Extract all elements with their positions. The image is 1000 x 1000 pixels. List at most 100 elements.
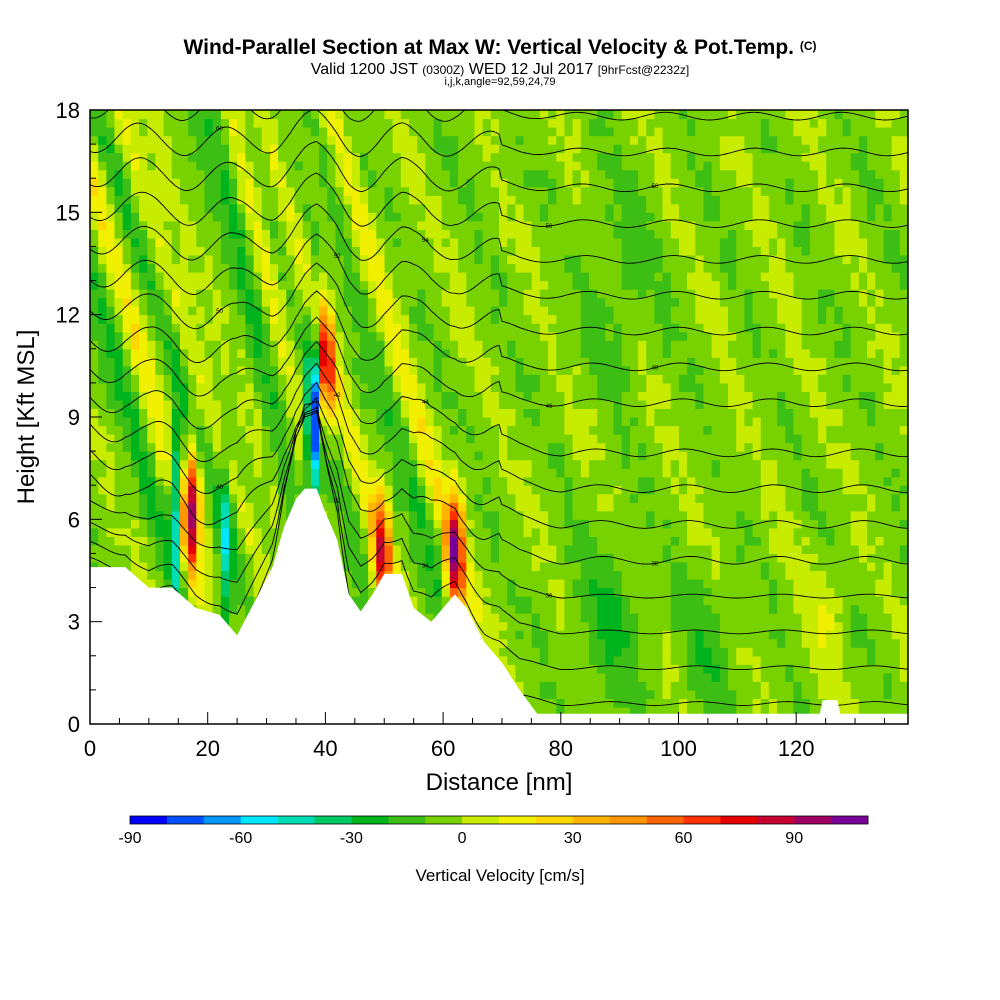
field-cell [629, 135, 639, 145]
field-cell [114, 493, 124, 503]
field-cell [147, 570, 157, 580]
field-cell [441, 340, 451, 350]
field-cell [531, 169, 541, 179]
field-cell [122, 110, 132, 120]
field-cell [605, 340, 615, 350]
field-cell [335, 442, 345, 452]
field-cell [507, 229, 516, 239]
field-cell [180, 485, 189, 495]
field-cell [359, 519, 369, 529]
field-cell [490, 527, 500, 537]
field-cell [90, 553, 99, 563]
field-cell [392, 118, 402, 128]
field-cell [90, 459, 99, 469]
field-cell [343, 297, 353, 307]
field-cell [368, 579, 377, 589]
field-cell [449, 220, 459, 230]
field-cell [204, 468, 214, 478]
field-cell [499, 604, 508, 614]
field-cell [261, 237, 271, 247]
field-cell [605, 246, 615, 256]
field-cell [466, 272, 476, 282]
field-cell [196, 272, 206, 282]
field-cell [261, 110, 271, 120]
field-cell [548, 331, 557, 341]
field-cell [180, 587, 189, 597]
field-cell [605, 314, 615, 324]
field-cell [499, 314, 508, 324]
field-cell [310, 203, 320, 213]
field-cell [237, 476, 246, 486]
field-cell [507, 161, 516, 171]
field-cell [531, 289, 541, 299]
field-cell [621, 672, 631, 682]
field-cell [171, 502, 181, 512]
field-cell [212, 570, 222, 580]
field-cell [507, 579, 516, 589]
field-cell [212, 408, 222, 418]
field-cell [605, 237, 615, 247]
field-cell [646, 527, 655, 537]
field-cell [245, 468, 255, 478]
field-cell [499, 263, 508, 273]
field-cell [139, 135, 148, 145]
field-cell [98, 536, 107, 546]
field-cell [319, 280, 328, 290]
field-cell [507, 246, 516, 256]
field-cell [130, 468, 140, 478]
field-cell [458, 365, 467, 375]
field-cell [253, 323, 263, 333]
field-cell [564, 587, 574, 597]
field-cell [449, 144, 459, 154]
field-cell [629, 698, 639, 708]
field-cell [220, 186, 230, 196]
field-cell [212, 127, 222, 137]
field-cell [98, 186, 107, 196]
field-cell [171, 374, 181, 384]
field-cell [556, 229, 566, 239]
field-cell [122, 161, 132, 171]
field-cell [564, 655, 574, 665]
field-cell [368, 161, 377, 171]
field-cell [196, 186, 206, 196]
field-cell [253, 297, 263, 307]
field-cell [449, 229, 459, 239]
field-cell [589, 297, 598, 307]
field-cell [171, 280, 181, 290]
field-cell [310, 212, 320, 222]
field-cell [204, 348, 214, 358]
field-cell [458, 263, 467, 273]
field-cell [531, 263, 541, 273]
field-cell [90, 510, 99, 520]
field-cell [433, 604, 443, 614]
field-cell [139, 553, 148, 563]
field-cell [564, 417, 574, 427]
field-cell [580, 689, 590, 699]
field-cell [621, 152, 631, 162]
field-cell [114, 562, 124, 572]
field-cell [433, 212, 443, 222]
field-cell [114, 306, 124, 316]
field-cell [122, 220, 132, 230]
field-cell [188, 323, 197, 333]
field-cell [278, 237, 287, 247]
field-cell [278, 510, 287, 520]
field-cell [417, 169, 426, 179]
field-cell [490, 110, 500, 120]
field-cell [654, 587, 664, 597]
field-cell [229, 553, 238, 563]
field-cell [147, 306, 157, 316]
field-cell [490, 391, 500, 401]
field-cell [171, 536, 181, 546]
field-cell [474, 613, 484, 623]
field-cell [433, 493, 443, 503]
field-cell [114, 127, 124, 137]
field-cell [253, 587, 263, 597]
field-cell [270, 280, 279, 290]
field-cell [638, 118, 647, 128]
field-cell [507, 323, 516, 333]
field-cell [515, 579, 525, 589]
field-cell [130, 237, 140, 247]
field-cell [507, 638, 516, 648]
field-cell [433, 331, 443, 341]
